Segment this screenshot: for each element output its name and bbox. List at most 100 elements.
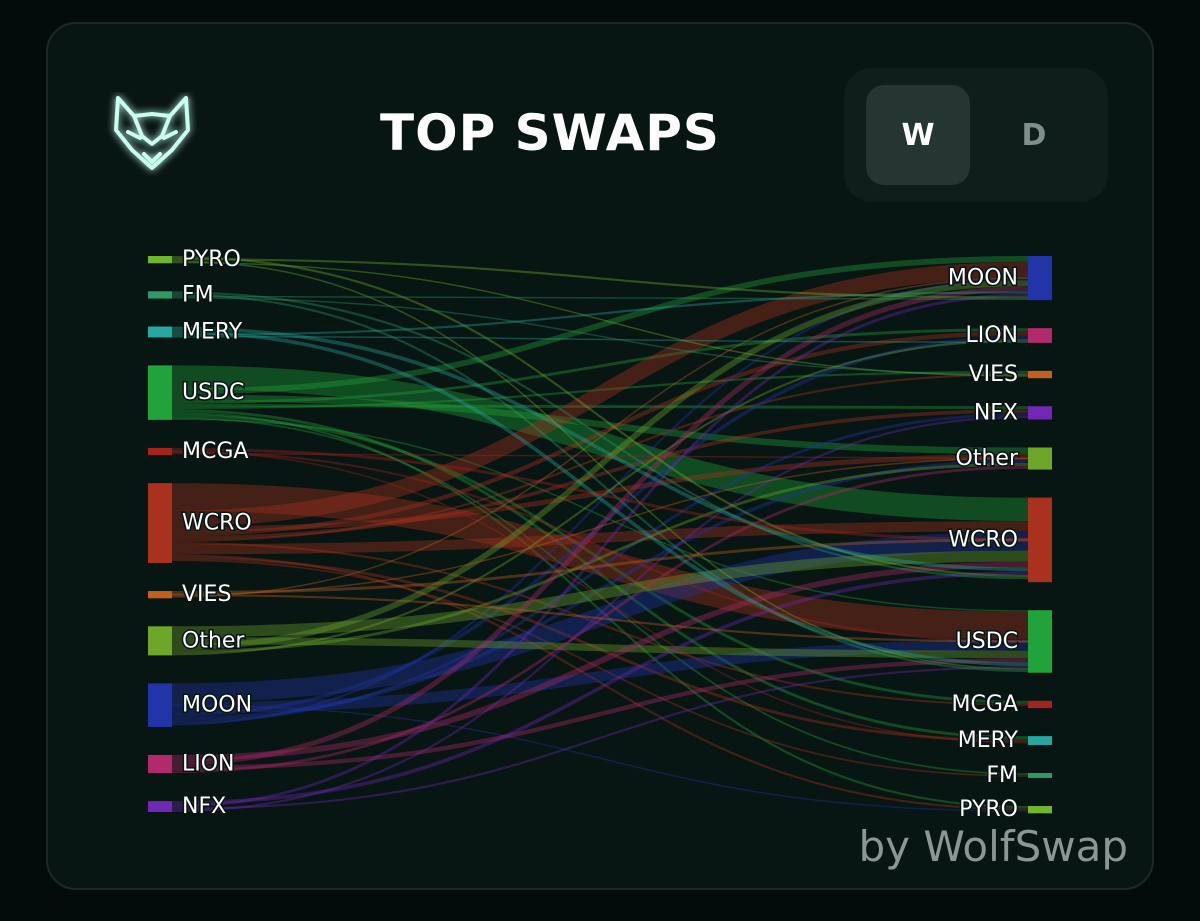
- left-node-mcga[interactable]: [148, 447, 172, 456]
- link-pyro-to-usdc: [171, 260, 1029, 670]
- right-node-label-usdc: USDC: [956, 629, 1018, 654]
- right-node-fm[interactable]: [1028, 772, 1052, 778]
- link-pyro-to-wcro: [171, 255, 1029, 578]
- link-lion-to-usdc: [171, 658, 1029, 771]
- link-vies-to-moon: [171, 277, 1029, 598]
- link-mcga-to-mery: [171, 450, 1029, 744]
- link-usdc-to-mery: [171, 408, 1029, 740]
- right-node-label-lion: LION: [965, 323, 1018, 348]
- link-wcro-to-lion: [171, 331, 1029, 537]
- link-moon-to-pyro: [171, 704, 1029, 812]
- brand-watermark: by WolfSwap: [858, 822, 1129, 871]
- link-wcro-to-moon: [171, 261, 1029, 527]
- left-node-wcro[interactable]: [148, 483, 172, 564]
- link-other-to-wcro: [171, 550, 1029, 638]
- left-node-fm[interactable]: [148, 291, 172, 299]
- link-usdc-to-mcga: [171, 414, 1029, 704]
- link-fm-to-moon: [171, 295, 1029, 301]
- link-fm-to-wcro: [171, 291, 1029, 580]
- page-title: TOP SWAPS: [380, 104, 720, 162]
- left-node-moon[interactable]: [148, 683, 172, 727]
- left-node-label-other: Other: [182, 628, 245, 653]
- left-node-nfx[interactable]: [148, 801, 172, 812]
- link-mery-to-lion: [171, 335, 1029, 343]
- link-usdc-to-usdc: [171, 418, 1029, 612]
- left-node-vies[interactable]: [148, 591, 172, 599]
- left-node-usdc[interactable]: [148, 365, 172, 420]
- left-node-label-moon: MOON: [182, 693, 252, 718]
- link-wcro-to-wcro: [171, 521, 1029, 555]
- link-usdc-to-other: [171, 394, 1029, 455]
- timeframe-toggle: W D: [844, 68, 1108, 202]
- right-node-label-mery: MERY: [958, 728, 1019, 753]
- link-other-to-lion: [171, 339, 1029, 656]
- right-node-other[interactable]: [1028, 447, 1052, 470]
- link-usdc-to-moon: [171, 256, 1029, 395]
- right-node-label-other: Other: [956, 446, 1019, 471]
- left-node-label-usdc: USDC: [182, 380, 244, 405]
- sankey-nodes: [148, 256, 1052, 814]
- right-node-mery[interactable]: [1028, 736, 1052, 745]
- link-nfx-to-moon: [171, 293, 1029, 808]
- left-node-label-mery: MERY: [182, 319, 243, 344]
- link-usdc-to-wcro: [171, 365, 1029, 522]
- right-node-label-nfx: NFX: [974, 400, 1018, 425]
- left-node-label-lion: LION: [182, 752, 235, 777]
- link-wcro-to-vies: [171, 373, 1029, 542]
- link-mery-to-wcro: [171, 326, 1029, 572]
- link-usdc-to-nfx: [171, 403, 1029, 410]
- right-node-usdc[interactable]: [1028, 610, 1052, 673]
- link-mery-to-moon: [171, 291, 1029, 336]
- link-pyro-to-moon: [171, 258, 1029, 299]
- right-node-wcro[interactable]: [1028, 497, 1052, 583]
- day-toggle-button[interactable]: D: [982, 85, 1086, 185]
- link-vies-to-wcro: [171, 538, 1029, 594]
- link-moon-to-other: [171, 459, 1029, 721]
- link-fm-to-usdc: [171, 293, 1029, 673]
- link-fm-to-vies: [171, 297, 1029, 376]
- left-node-label-vies: VIES: [182, 582, 231, 607]
- link-moon-to-wcro: [171, 531, 1029, 703]
- link-lion-to-wcro: [171, 561, 1029, 761]
- right-node-lion[interactable]: [1028, 328, 1052, 343]
- link-nfx-to-wcro: [171, 571, 1029, 805]
- right-node-mcga[interactable]: [1028, 700, 1052, 709]
- right-node-label-pyro: PYRO: [959, 797, 1018, 822]
- left-node-lion[interactable]: [148, 754, 172, 774]
- right-node-pyro[interactable]: [1028, 805, 1052, 814]
- right-node-label-moon: MOON: [948, 266, 1018, 291]
- left-node-label-wcro: WCRO: [182, 511, 252, 536]
- left-node-label-fm: FM: [182, 282, 214, 307]
- link-other-to-other: [171, 462, 1029, 654]
- link-usdc-to-fm: [171, 416, 1029, 775]
- link-mcga-to-wcro: [171, 447, 1029, 542]
- wolf-head-icon: [114, 96, 190, 170]
- link-usdc-to-lion: [171, 328, 1029, 404]
- link-vies-to-other: [171, 457, 1029, 596]
- link-usdc-to-vies: [171, 370, 1029, 410]
- link-wcro-to-usdc: [171, 483, 1029, 640]
- sankey-labels: PYRO FM MERY USDC MCGA WCRO VIES Other MOON LION N…: [181, 246, 1021, 824]
- right-node-vies[interactable]: [1028, 370, 1052, 379]
- link-wcro-to-pyro: [171, 554, 1029, 811]
- link-wcro-to-mcga: [171, 541, 1029, 706]
- left-node-label-pyro: PYRO: [182, 247, 241, 272]
- link-other-to-usdc: [171, 637, 1029, 659]
- week-toggle-button[interactable]: W: [866, 85, 970, 185]
- right-node-nfx[interactable]: [1028, 406, 1052, 420]
- right-node-moon[interactable]: [1028, 256, 1052, 301]
- link-nfx-to-nfx: [171, 415, 1029, 813]
- link-moon-to-usdc: [171, 639, 1029, 714]
- left-node-mery[interactable]: [148, 326, 172, 338]
- right-node-label-fm: FM: [986, 763, 1018, 788]
- link-mcga-to-other: [171, 452, 1029, 460]
- left-node-other[interactable]: [148, 626, 172, 656]
- link-moon-to-nfx: [171, 412, 1029, 724]
- sankey-links: [171, 255, 1029, 813]
- link-vies-to-usdc: [171, 593, 1029, 643]
- link-mery-to-usdc: [171, 330, 1029, 667]
- link-pyro-to-vies: [171, 261, 1029, 377]
- left-node-pyro[interactable]: [148, 256, 172, 264]
- link-wcro-to-fm: [171, 559, 1029, 777]
